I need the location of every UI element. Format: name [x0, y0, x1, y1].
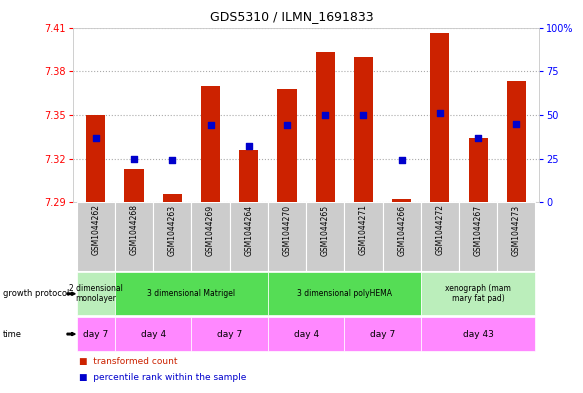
Point: [167, 157, 177, 163]
Point: [91, 134, 100, 141]
Point: [436, 110, 445, 116]
Bar: [191, 317, 268, 351]
Bar: [469, 138, 487, 202]
Text: GSM1044265: GSM1044265: [321, 204, 330, 255]
Bar: [125, 169, 143, 202]
Text: GDS5310 / ILMN_1691833: GDS5310 / ILMN_1691833: [210, 10, 373, 23]
Text: ■  transformed count: ■ transformed count: [79, 357, 177, 366]
Bar: [497, 202, 535, 271]
Bar: [163, 194, 182, 202]
Text: GSM1044271: GSM1044271: [359, 204, 368, 255]
Bar: [345, 317, 421, 351]
Text: 3 dimensional Matrigel: 3 dimensional Matrigel: [147, 289, 236, 298]
Text: day 7: day 7: [370, 330, 395, 338]
Bar: [421, 317, 535, 351]
Bar: [201, 86, 220, 202]
Text: GSM1044264: GSM1044264: [244, 204, 253, 255]
Point: [244, 143, 254, 150]
Bar: [345, 202, 382, 271]
Bar: [268, 272, 421, 316]
Bar: [115, 202, 153, 271]
Text: time: time: [3, 330, 22, 338]
Bar: [86, 115, 106, 202]
Bar: [459, 202, 497, 271]
Text: GSM1044268: GSM1044268: [129, 204, 139, 255]
Bar: [306, 202, 345, 271]
Bar: [392, 200, 411, 202]
Text: 3 dimensional polyHEMA: 3 dimensional polyHEMA: [297, 289, 392, 298]
Text: xenograph (mam
mary fat pad): xenograph (mam mary fat pad): [445, 284, 511, 303]
Point: [282, 122, 292, 129]
Text: day 7: day 7: [217, 330, 243, 338]
Point: [359, 112, 368, 118]
Text: growth protocol: growth protocol: [3, 289, 69, 298]
Bar: [382, 202, 421, 271]
Text: GSM1044273: GSM1044273: [512, 204, 521, 255]
Bar: [278, 89, 297, 202]
Text: day 4: day 4: [293, 330, 319, 338]
Bar: [191, 202, 230, 271]
Point: [473, 134, 483, 141]
Text: GSM1044267: GSM1044267: [473, 204, 483, 255]
Bar: [315, 52, 335, 202]
Text: GSM1044270: GSM1044270: [282, 204, 292, 255]
Bar: [507, 81, 526, 202]
Bar: [421, 272, 535, 316]
Point: [397, 157, 406, 163]
Point: [129, 156, 139, 162]
Bar: [77, 202, 115, 271]
Point: [512, 121, 521, 127]
Text: day 43: day 43: [463, 330, 494, 338]
Text: GSM1044262: GSM1044262: [92, 204, 100, 255]
Text: GSM1044263: GSM1044263: [168, 204, 177, 255]
Text: 2 dimensional
monolayer: 2 dimensional monolayer: [69, 284, 123, 303]
Bar: [239, 150, 258, 202]
Point: [206, 122, 215, 129]
Bar: [115, 272, 268, 316]
Bar: [230, 202, 268, 271]
Text: ■  percentile rank within the sample: ■ percentile rank within the sample: [79, 373, 246, 382]
Bar: [354, 57, 373, 202]
Point: [321, 112, 330, 118]
Text: GSM1044272: GSM1044272: [436, 204, 444, 255]
Bar: [430, 33, 449, 202]
Bar: [77, 272, 115, 316]
Bar: [268, 202, 306, 271]
Bar: [115, 317, 191, 351]
Bar: [421, 202, 459, 271]
Text: day 4: day 4: [141, 330, 166, 338]
Bar: [153, 202, 191, 271]
Text: day 7: day 7: [83, 330, 108, 338]
Bar: [77, 317, 115, 351]
Text: GSM1044266: GSM1044266: [397, 204, 406, 255]
Text: GSM1044269: GSM1044269: [206, 204, 215, 255]
Bar: [268, 317, 345, 351]
